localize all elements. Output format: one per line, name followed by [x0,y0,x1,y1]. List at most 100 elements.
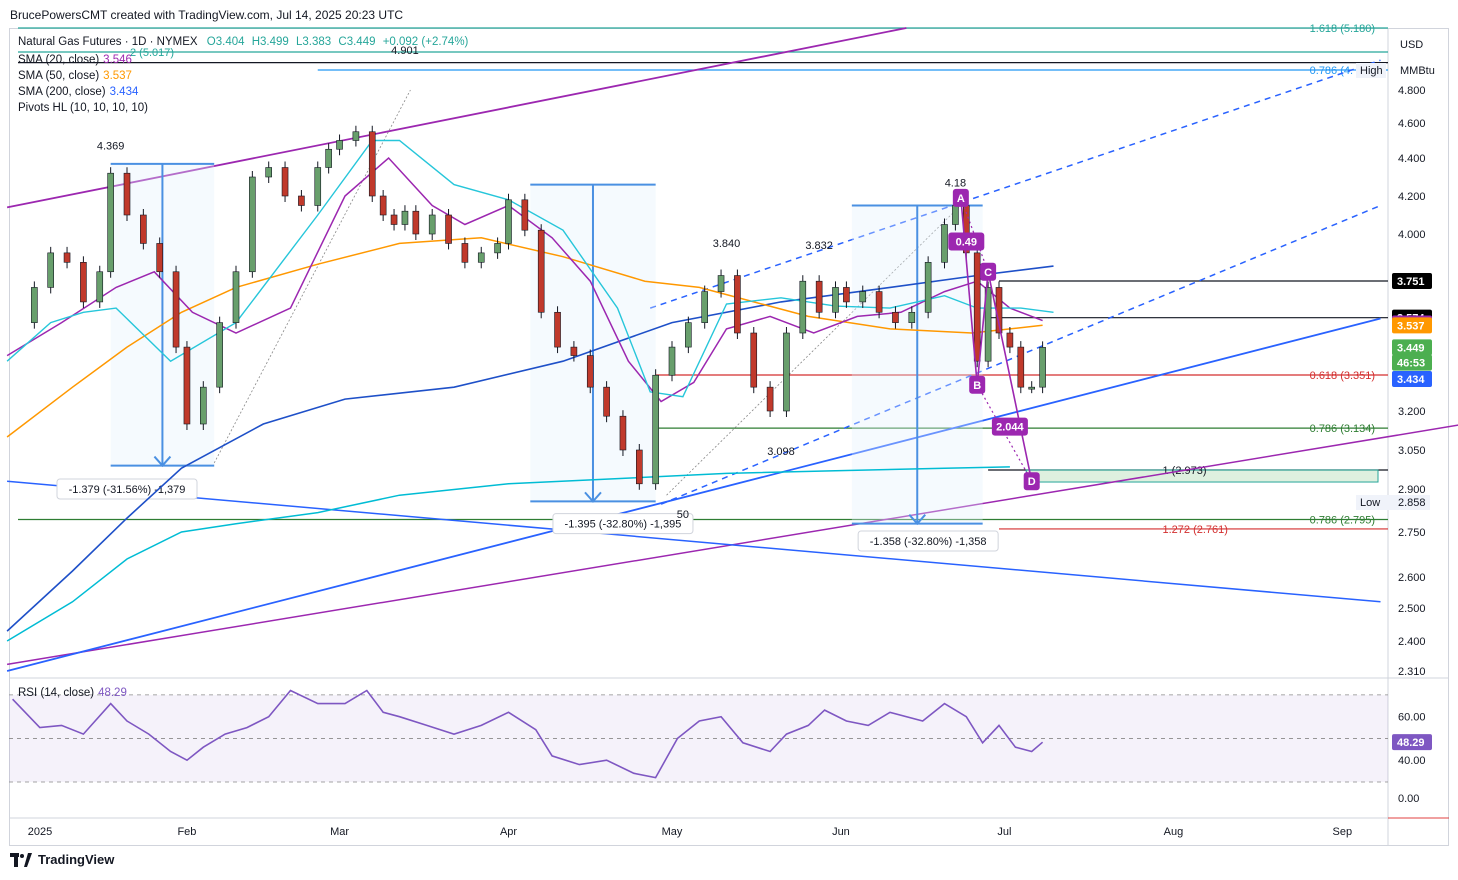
rsi-value-box [1392,734,1432,751]
axis-tick: 3.200 [1398,406,1426,418]
candle-body [47,252,55,288]
indicator-pivots[interactable]: Pivots HL (10, 10, 10, 10) [18,100,148,116]
pivot-label: 3.098 [767,446,795,458]
candle-body [815,280,823,313]
abcd-point-b: B [969,375,986,394]
chart-attribution: BrucePowersCMT created with TradingView.… [10,8,404,22]
abcd-point-label: C [984,267,992,279]
price-tag-text: 3.537 [1397,320,1425,332]
candle-body [494,243,501,254]
candle-body [1017,346,1025,388]
candle-body [892,311,899,323]
candle-body [832,287,839,313]
candle-body [156,243,163,273]
fib-label: 0.618 (3.351) [1310,370,1375,382]
axis-tick: 3.050 [1398,445,1426,457]
axis-tick: 4.000 [1398,229,1426,241]
candle-body [412,210,420,235]
ohlc-close: C3.449 [338,36,376,48]
tradingview-logo-icon [10,852,32,867]
time-tick: 2025 [28,826,52,838]
rsi-axis-tick: 0.00 [1398,793,1419,805]
price-tag-box [1392,371,1432,388]
candle-body [635,449,643,485]
axis-unit: MMBtu [1400,65,1435,77]
pivot-label: 4.369 [97,140,125,152]
candle-body [216,322,223,388]
price-tag-text: 46:53 [1397,358,1425,370]
candle-body [172,271,180,348]
indicator-sma20[interactable]: SMA (20, close) 3.546 [18,52,132,68]
candle-body [619,415,627,451]
trend-line [649,59,1381,309]
candle-body [984,287,992,362]
rsi-pane: 60.00 40.00 0.00 48.29 [9,689,1432,805]
candle-body [1006,332,1014,348]
abcd-ratio-text: 0.49 [956,237,977,249]
measure-label: -1.395 (-32.80%) -1,395 [552,513,694,535]
price-tag: 3.751 [1392,273,1432,289]
candle-body [941,224,948,263]
axis-tick: 2.400 [1398,636,1426,648]
abcd-point-label: A [957,193,965,205]
pivot-label: 4.901 [391,45,419,57]
axis-tick: 2.900 [1398,484,1426,496]
candle-body [734,275,741,334]
axis-tick: 2.310 [1398,666,1426,678]
brand-name: TradingView [38,852,115,867]
rsi-value-tag: 48.29 [1392,734,1432,751]
axis-tick: 4.400 [1398,153,1426,165]
abcd-ratio-line [960,197,989,272]
indicator-label: SMA (200, close) [18,86,106,98]
high-tag-box [1356,63,1386,78]
indicator-rsi[interactable]: RSI (14, close) 48.29 [18,685,127,701]
trend-line [6,27,907,209]
candle-body [717,275,725,292]
price-tag-box [1392,273,1432,289]
indicator-value: 48.29 [98,687,127,699]
candle-body [445,214,452,244]
ohlc-low: L3.383 [296,36,332,48]
measure-label-box [552,513,694,535]
candle-body [107,172,114,273]
abcd-ratio-box [948,232,985,251]
low-value-text: 2.858 [1398,497,1426,509]
abcd-point-label: B [973,380,981,392]
rsi-axis-tick: 40.00 [1398,755,1426,767]
fib-label: 2 (5.017) [130,47,174,59]
candle-body [799,280,807,334]
price-tag-text: 3.434 [1397,374,1425,386]
symbol-name[interactable]: Natural Gas Futures · 1D · NYMEX [18,36,198,48]
time-tick: Feb [177,826,196,838]
rsi-line [12,689,1044,779]
rsi-value-text: 48.29 [1397,737,1425,749]
candle-body [31,287,38,323]
indicator-sma200[interactable]: SMA (200, close) 3.434 [18,84,138,100]
candle-body [554,311,561,348]
sma50-line [6,237,1043,438]
abcd-ratio-text: 2.044 [996,422,1024,434]
candle-body [1028,386,1035,390]
abcd-point-box [952,188,969,207]
candle-body [336,140,343,150]
indicator-label: SMA (50, close) [18,70,100,82]
measure-label-text: -1.395 (-32.80%) -1,395 [565,519,682,531]
time-tick: Apr [500,826,517,838]
indicator-label: RSI (14, close) [18,687,95,699]
symbol-legend[interactable]: Natural Gas Futures · 1D · NYMEX O3.404 … [18,34,468,50]
candle-body [750,332,758,388]
low-tag: Low 2.858 [1356,495,1430,510]
time-tick: Jul [997,826,1011,838]
indicator-label: Pivots HL (10, 10, 10, 10) [18,102,148,114]
rsi-axis-tick: 60.00 [1398,712,1426,724]
measure-label-text: -1.379 (-31.56%) -1,379 [69,484,186,496]
abcd-pattern-line [960,197,1033,482]
tradingview-brand[interactable]: TradingView [10,852,114,867]
axis-tick: 4.800 [1398,85,1426,97]
price-tag: 3.434 [1392,371,1432,388]
indicator-sma50[interactable]: SMA (50, close) 3.537 [18,68,132,84]
candle-body [685,322,692,348]
trend-line [6,424,1458,666]
candle-body [521,199,529,231]
